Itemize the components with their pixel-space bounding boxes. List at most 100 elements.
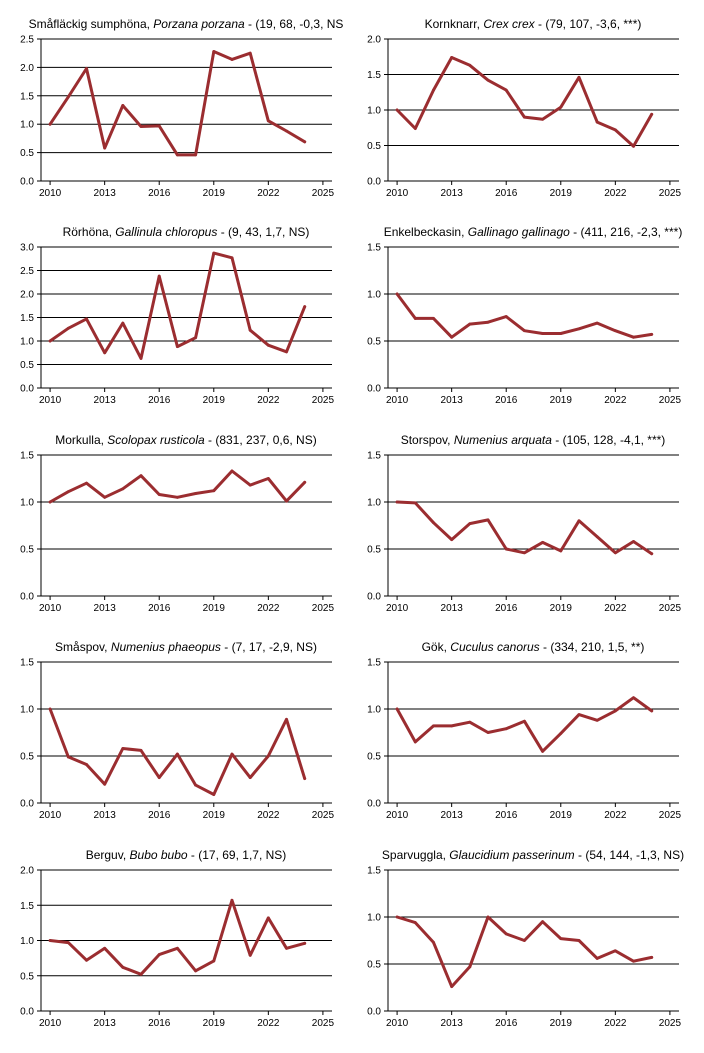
data-point <box>486 915 490 919</box>
x-tick-label: 2025 <box>312 188 335 199</box>
x-tick-label: 2019 <box>550 1018 573 1029</box>
y-tick-label: 0.5 <box>20 971 34 982</box>
x-tick-label: 2022 <box>257 188 280 199</box>
data-point <box>577 519 581 523</box>
x-tick-label: 2013 <box>94 603 117 614</box>
y-tick-label: 1.0 <box>367 705 381 716</box>
chart-title-stats: - (7, 17, -2,9, NS) <box>221 640 317 654</box>
data-point <box>248 953 252 957</box>
data-point <box>303 941 307 945</box>
data-point <box>541 117 544 121</box>
x-tick-label: 2010 <box>39 1018 62 1029</box>
chart-panel: Småfläckig sumphöna, Porzana porzana - (… <box>20 17 343 199</box>
data-point <box>613 551 617 555</box>
data-point <box>266 916 270 920</box>
data-point <box>595 321 599 325</box>
chart-title: Berguv, Bubo bubo - (17, 69, 1,7, NS) <box>86 848 287 862</box>
chart-title: Storspov, Numenius arquata - (105, 128, … <box>401 433 666 447</box>
x-tick-label: 2019 <box>550 810 573 821</box>
y-tick-label: 1.0 <box>20 337 34 348</box>
data-point <box>413 317 417 320</box>
data-point <box>650 552 654 556</box>
chart-title: Kornknarr, Crex crex - (79, 107, -3,6, *… <box>425 17 642 31</box>
x-tick-label: 2022 <box>604 1018 627 1029</box>
data-point <box>248 776 252 780</box>
data-point <box>212 251 216 255</box>
data-point <box>103 782 107 786</box>
data-point <box>139 474 143 478</box>
x-tick-label: 2010 <box>39 603 62 614</box>
data-point <box>266 119 270 123</box>
x-tick-label: 2019 <box>203 810 226 821</box>
y-tick-label: 1.0 <box>367 498 381 509</box>
data-point <box>395 500 399 504</box>
x-tick-label: 2025 <box>312 603 335 614</box>
data-point <box>194 336 197 340</box>
data-point <box>48 939 52 942</box>
data-point <box>504 315 508 318</box>
data-point <box>103 146 107 150</box>
x-tick-label: 2016 <box>148 810 171 821</box>
data-point <box>504 727 508 731</box>
x-tick-label: 2010 <box>386 188 409 199</box>
x-tick-label: 2010 <box>39 810 62 821</box>
x-tick-label: 2010 <box>386 395 409 406</box>
y-tick-label: 3.0 <box>20 243 34 254</box>
chart-title-stats: - (9, 43, 1,7, NS) <box>217 225 309 239</box>
x-tick-label: 2025 <box>659 1018 682 1029</box>
data-point <box>486 518 490 522</box>
data-point <box>303 777 307 780</box>
chart-title-latin: Gallinago gallinago <box>468 225 570 239</box>
data-point <box>450 985 454 988</box>
chart-panel: Enkelbeckasin, Gallinago gallinago - (41… <box>367 225 682 406</box>
y-tick-label: 1.0 <box>20 705 34 716</box>
x-tick-label: 2022 <box>604 188 627 199</box>
data-point <box>121 965 125 969</box>
x-tick-label: 2010 <box>386 810 409 821</box>
chart-title-common: Sparvuggla, <box>382 848 449 862</box>
y-tick-label: 1.0 <box>20 498 34 509</box>
y-tick-label: 0.5 <box>367 752 381 763</box>
data-point <box>523 115 526 119</box>
y-tick-label: 2.5 <box>20 35 34 46</box>
data-point <box>157 953 161 956</box>
data-point <box>504 88 508 92</box>
chart-title-common: Gök, <box>422 640 451 654</box>
data-point <box>432 521 435 525</box>
data-point <box>194 492 197 495</box>
data-point <box>212 50 216 53</box>
data-point <box>285 129 288 133</box>
chart-title-latin: Numenius arquata <box>454 433 552 447</box>
x-tick-label: 2025 <box>659 810 682 821</box>
x-tick-label: 2013 <box>441 603 464 614</box>
y-tick-label: 0.0 <box>367 592 381 603</box>
series-line <box>48 251 307 360</box>
y-tick-label: 1.5 <box>20 901 34 912</box>
data-point <box>139 125 143 128</box>
x-tick-label: 2016 <box>495 603 518 614</box>
x-tick-label: 2013 <box>94 188 117 199</box>
y-tick-label: 1.0 <box>367 106 381 117</box>
y-tick-label: 1.5 <box>367 866 381 877</box>
data-point <box>632 144 635 148</box>
data-point <box>632 696 635 700</box>
series-line <box>395 56 654 148</box>
data-point <box>157 776 161 780</box>
chart-panel: Rörhöna, Gallinula chloropus - (9, 43, 1… <box>20 225 334 406</box>
data-point <box>432 88 435 92</box>
data-point <box>613 709 617 713</box>
data-point <box>85 317 88 321</box>
data-point <box>486 731 490 734</box>
y-tick-label: 0.5 <box>20 360 34 371</box>
data-point <box>48 500 52 504</box>
x-tick-label: 2013 <box>94 810 117 821</box>
data-point <box>595 120 599 124</box>
x-tick-label: 2016 <box>495 395 518 406</box>
x-tick-label: 2016 <box>495 188 518 199</box>
x-tick-label: 2013 <box>441 395 464 406</box>
data-point <box>450 335 454 339</box>
y-tick-label: 0.5 <box>367 337 381 348</box>
data-point <box>650 112 654 116</box>
data-point <box>285 717 288 721</box>
chart-title: Småspov, Numenius phaeopus - (7, 17, -2,… <box>55 640 317 654</box>
